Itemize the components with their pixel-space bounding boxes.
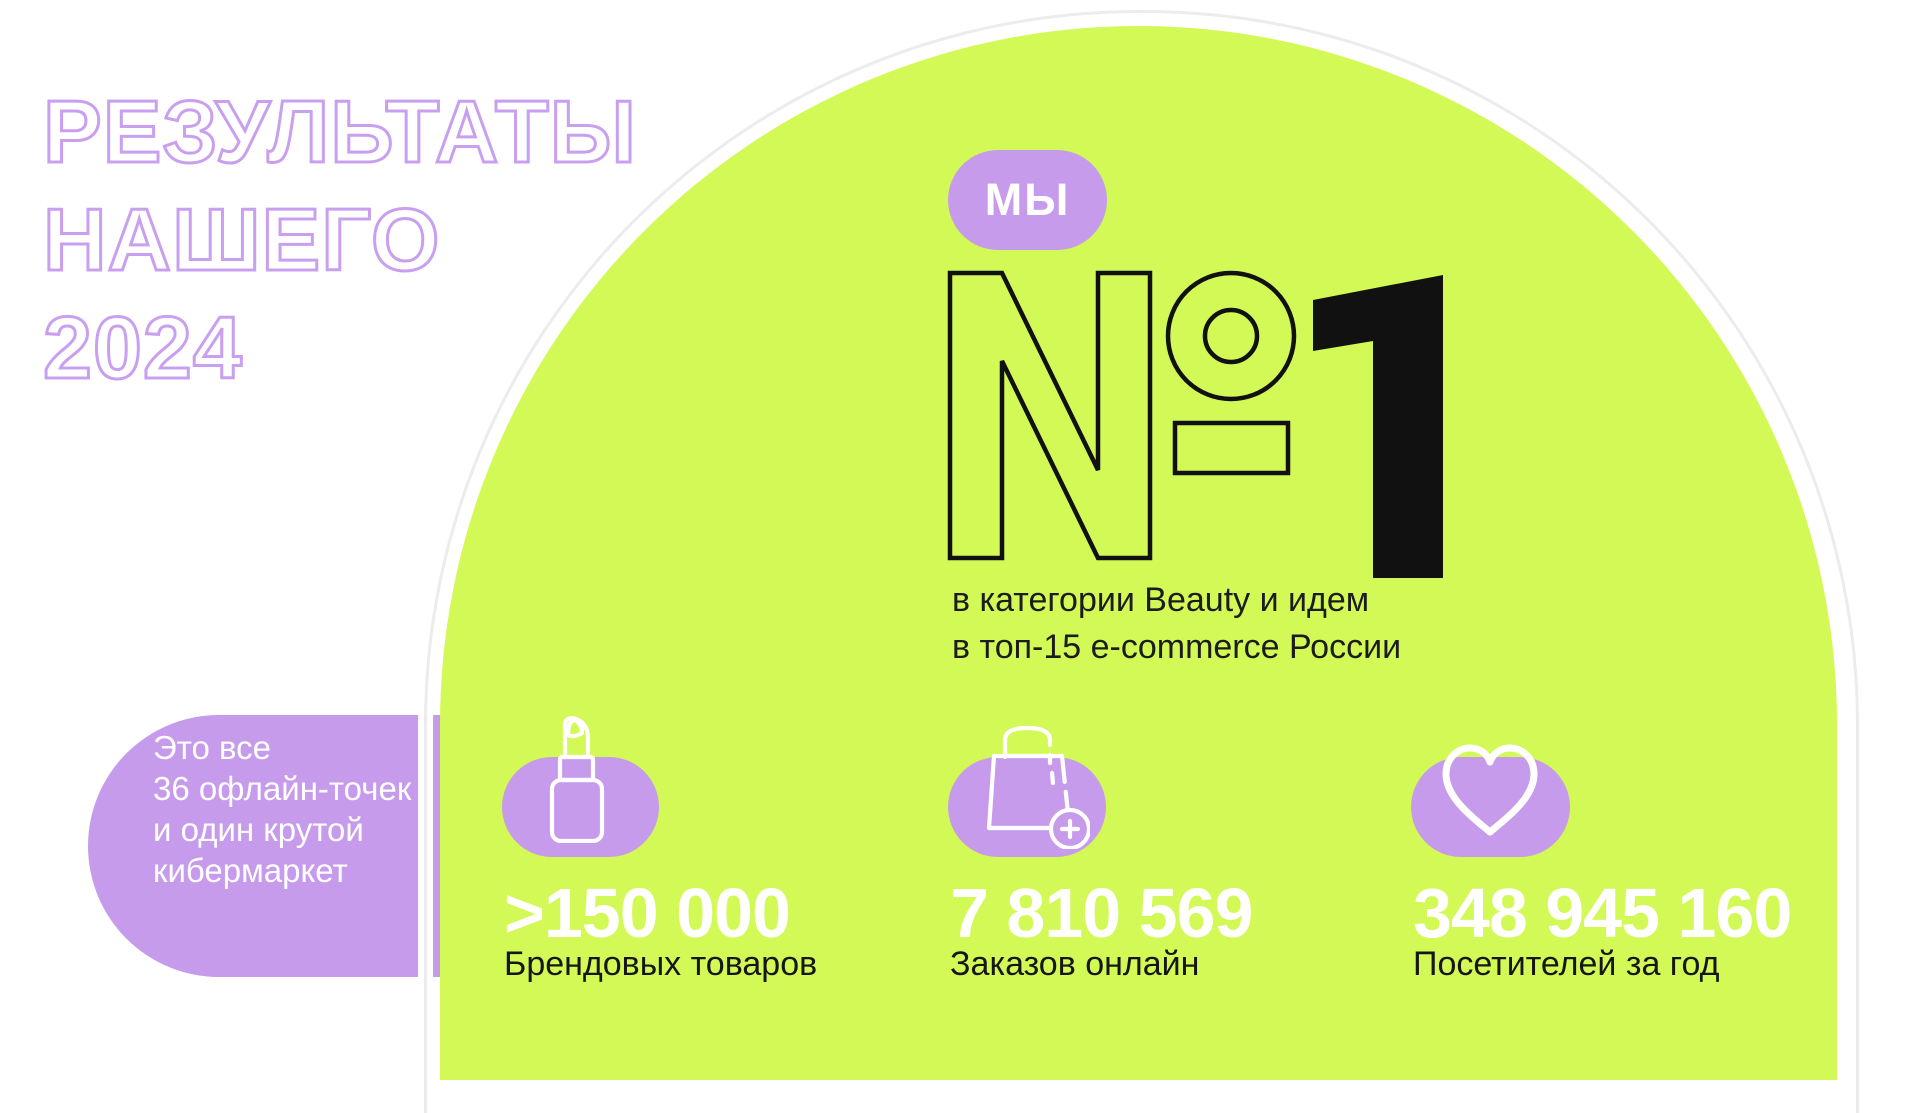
note-line: Это все [153,729,271,766]
stat-label: Заказов онлайн [950,945,1200,983]
we-badge-label: МЫ [984,174,1071,225]
stat-label: Посетителей за год [1413,945,1720,983]
note-line: 36 офлайн-точек [153,770,412,807]
stat-label: Брендовых товаров [504,945,818,983]
we-badge: МЫ [948,150,1107,250]
note-line: кибермаркет [153,852,348,889]
digit-one [1313,275,1443,578]
stat-value: 7 810 569 [950,874,1253,952]
page-title-line: 2024 [42,297,244,399]
stat-pill [1411,757,1570,857]
page-title-line: РЕЗУЛЬТАТЫ [42,81,638,183]
numero-n-outline [947,270,1153,561]
numero-o-inner [1202,307,1260,365]
stat-value: >150 000 [504,874,791,952]
number-one-graphic [947,270,1443,578]
note-line: и один крутой [153,811,364,848]
lipstick-icon [549,715,605,843]
infographic-slide: Это все 36 офлайн-точек и один крутой ки… [42,10,1859,1113]
rank-subtitle-line: в топ-15 e-commerce России [952,628,1402,666]
page-title: РЕЗУЛЬТАТЫ НАШЕГО 2024 [42,78,638,402]
rank-subtitle-line: в категории Beauty и идем [952,581,1370,619]
numero-underline [1172,420,1291,476]
offline-stores-note: Это все 36 офлайн-точек и один крутой ки… [88,715,460,977]
shopping-bag-plus-icon [986,725,1090,849]
rank-subtitle: в категории Beauty и идем в топ-15 e-com… [952,577,1401,671]
numero-o-outer [1165,270,1297,402]
page-title-line: НАШЕГО [42,189,441,291]
offline-stores-note-text: Это все 36 офлайн-точек и один крутой ки… [153,727,411,891]
heart-icon [1442,744,1538,836]
stat-value: 348 945 160 [1413,874,1792,952]
